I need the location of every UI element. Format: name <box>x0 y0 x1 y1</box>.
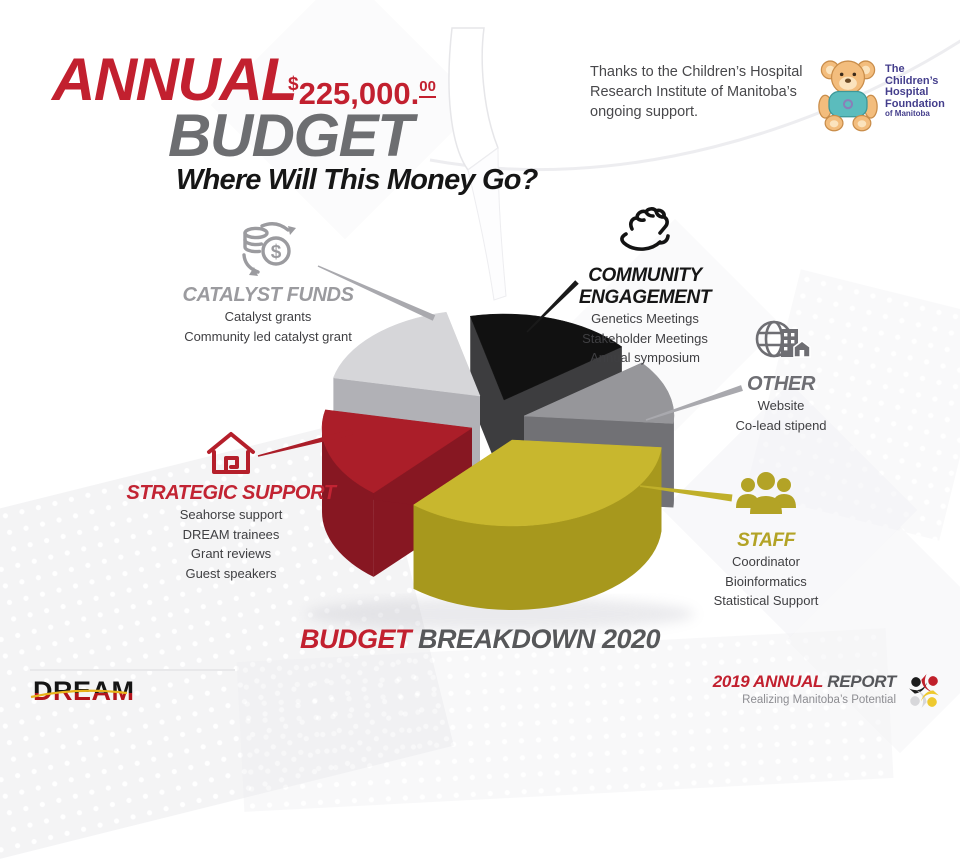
category-title: STRATEGIC SUPPORT <box>126 482 336 504</box>
house-icon <box>207 432 255 474</box>
svg-text:$: $ <box>271 242 282 263</box>
title-annual: ANNUAL <box>52 46 298 113</box>
tagline: Where Will This Money Go? <box>176 164 538 196</box>
footer-divider <box>30 669 235 671</box>
leader-line <box>257 429 353 457</box>
sponsor-line: Children’s <box>885 74 939 87</box>
sub-label: Grant reviews <box>190 546 272 561</box>
sponsor-line: Foundation <box>885 97 945 110</box>
sponsor-subline: of Manitoba <box>885 109 930 119</box>
report-year: 2019 ANNUAL <box>712 672 828 691</box>
sub-label: Bioinformatics <box>725 573 807 589</box>
category-title: COMMUNITY ENGAGEMENT <box>578 265 712 308</box>
sub-label: Stakeholder Meetings <box>582 330 708 346</box>
chart-title: BUDGET BREAKDOWN 2020 <box>0 624 960 655</box>
category-title: STAFF <box>737 530 795 551</box>
sponsor-logo: The Children’s Hospital Foundation of Ma… <box>815 56 945 132</box>
category-community-engagement: COMMUNITY ENGAGEMENT Genetics Meetings St… <box>520 203 770 368</box>
amount-cents: 00 <box>419 78 436 98</box>
category-sublabels: Seahorse support DREAM trainees Grant revi… <box>118 505 344 583</box>
money-cycle-icon: $ <box>242 222 296 276</box>
category-catalyst-funds: $ CATALYST FUNDS Catalyst grants Communit… <box>128 220 408 346</box>
report-word: REPORT <box>827 672 896 691</box>
sub-label: Co-lead stipend <box>735 417 827 433</box>
leader-line <box>645 385 743 421</box>
teddy-bear-icon <box>818 60 878 132</box>
leader-line <box>639 485 733 502</box>
title-budget: BUDGET <box>168 102 414 169</box>
currency-symbol: $ <box>288 74 299 95</box>
sub-label: Annual symposium <box>590 350 700 365</box>
thanks-text: Thanks to the Children’s Hospital Resear… <box>590 64 803 120</box>
pinwheel-logo-icon <box>909 674 939 708</box>
sub-label: Seahorse support <box>179 507 283 522</box>
category-sublabels: Coordinator Bioinformatics Statistical Sup… <box>680 552 852 611</box>
people-icon <box>736 472 796 514</box>
sub-label: Catalyst grants <box>224 309 312 324</box>
sub-label: Statistical Support <box>713 593 819 608</box>
sub-label: DREAM trainees <box>182 526 280 542</box>
category-sublabels: Website Co-lead stipend <box>706 396 856 435</box>
amount-main: 225,000. <box>298 76 420 111</box>
category-title: OTHER <box>746 373 815 395</box>
leader-line <box>526 280 579 333</box>
sponsor-line: The <box>885 63 905 75</box>
report-tagline: Realizing Manitoba’s Potential <box>742 694 896 706</box>
category-staff: STAFF Coordinator Bioinformatics Statistic… <box>680 468 852 611</box>
sponsor-line: Hospital <box>885 86 929 99</box>
handshake-icon <box>620 207 670 251</box>
category-other: OTHER Website Co-lead stipend <box>706 315 856 435</box>
chart-title-accent: BUDGET <box>299 624 412 654</box>
sub-label: Genetics Meetings <box>591 311 699 326</box>
budget-amount: $225,000.00 <box>288 74 436 112</box>
category-title: CATALYST FUNDS <box>182 284 354 306</box>
sponsor-logo-text: The Children’s Hospital Foundation of Ma… <box>885 56 945 119</box>
pie-slice-staff <box>413 439 662 610</box>
sub-label: Coordinator <box>732 554 800 569</box>
sub-label: Guest speakers <box>185 565 277 581</box>
category-sublabels: Catalyst grants Community led catalyst gr… <box>128 307 408 346</box>
category-strategic-support: STRATEGIC SUPPORT Seahorse support DREAM … <box>118 426 344 583</box>
dream-logo: DREAM <box>30 676 135 707</box>
leader-line <box>317 265 436 321</box>
sub-label: Website <box>757 398 805 413</box>
chart-title-rest: BREAKDOWN 2020 <box>410 624 661 654</box>
globe-building-icon <box>755 320 811 358</box>
dream-logo-text: DREAM <box>33 676 135 706</box>
budget-pie-chart <box>257 27 960 631</box>
category-sublabels: Genetics Meetings Stakeholder Meetings Ann… <box>520 309 770 368</box>
sub-label: Community led catalyst grant <box>184 328 352 344</box>
annual-report-credit: 2019 ANNUAL REPORT Realizing Manitoba’s … <box>712 672 897 706</box>
